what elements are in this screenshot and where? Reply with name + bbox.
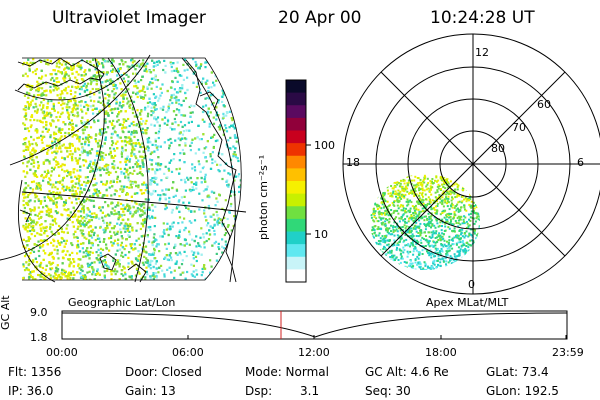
mlt-label-12: 12 bbox=[475, 46, 489, 59]
mlat-label-70: 70 bbox=[512, 121, 526, 134]
colorbar-tick-10: 10 bbox=[314, 228, 328, 241]
dsp-value: 3.1 bbox=[300, 384, 320, 398]
colorbar-tick-100: 100 bbox=[314, 139, 335, 152]
geographic-longitude: GLon: 192.5 bbox=[486, 384, 559, 398]
mlt-label-6: 6 bbox=[577, 156, 584, 169]
ip-value: IP: 36.0 bbox=[8, 384, 54, 398]
geographic-panel-label: Geographic Lat/Lon bbox=[68, 296, 176, 309]
mlt-label-18: 18 bbox=[346, 156, 360, 169]
timeline-axis-label: GC Alt bbox=[0, 295, 12, 330]
colorbar-unit-label: photon cm⁻²s⁻¹ bbox=[257, 154, 270, 240]
timeline-ytick-low: 1.8 bbox=[30, 331, 48, 344]
mlat-label-80: 80 bbox=[491, 142, 505, 155]
instrument-title: Ultraviolet Imager bbox=[52, 8, 206, 28]
timeline-xtick-0000: 00:00 bbox=[46, 346, 78, 359]
apex-panel-label: Apex MLat/MLT bbox=[426, 296, 509, 309]
timeline-xtick-1800: 18:00 bbox=[425, 346, 457, 359]
flight-number: Flt: 1356 bbox=[8, 365, 62, 379]
mlat-label-60: 60 bbox=[537, 98, 551, 111]
polar-plot bbox=[342, 33, 600, 295]
timeline-xtick-1200: 12:00 bbox=[298, 346, 330, 359]
observation-date: 20 Apr 00 bbox=[278, 8, 362, 28]
geographic-latitude: GLat: 73.4 bbox=[486, 365, 549, 379]
geographic-aurora-image bbox=[0, 54, 247, 283]
timeline-xtick-0600: 06:00 bbox=[172, 346, 204, 359]
colorbar bbox=[285, 79, 311, 283]
sequence-number: Seq: 30 bbox=[365, 384, 411, 398]
observation-time: 10:24:28 UT bbox=[430, 8, 535, 28]
door-status: Door: Closed bbox=[125, 365, 202, 379]
timeline-ytick-high: 9.0 bbox=[30, 306, 48, 319]
altitude-timeline bbox=[61, 310, 568, 340]
mode-value: Mode: Normal bbox=[245, 365, 329, 379]
mlt-label-0: 0 bbox=[468, 278, 475, 291]
lat-lon-grid bbox=[0, 54, 247, 283]
gain-value: Gain: 13 bbox=[125, 384, 176, 398]
gc-altitude: GC Alt: 4.6 Re bbox=[365, 365, 449, 379]
dsp-label: Dsp: bbox=[245, 384, 273, 398]
timeline-xtick-2359: 23:59 bbox=[552, 346, 584, 359]
polar-aurora-image bbox=[370, 174, 480, 270]
